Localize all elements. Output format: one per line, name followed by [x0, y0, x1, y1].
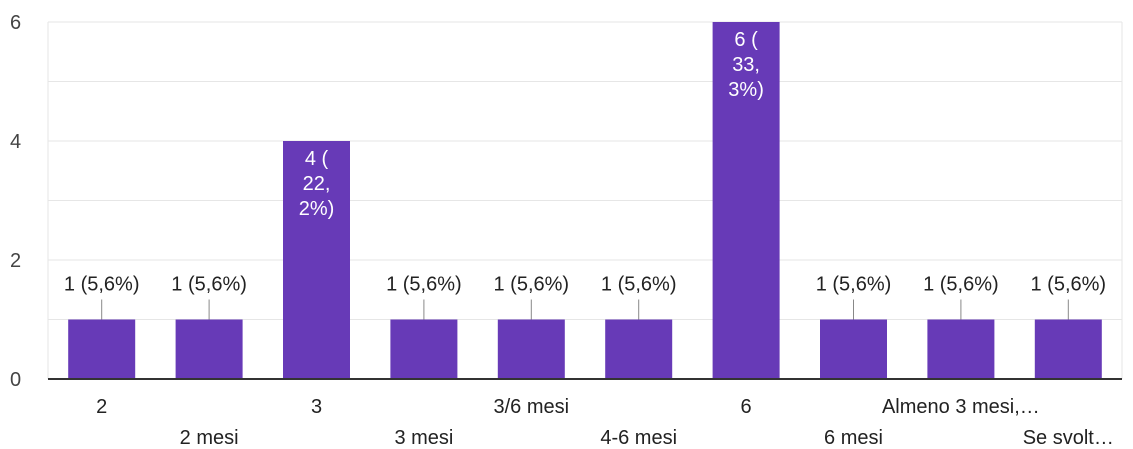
bar — [1034, 319, 1102, 379]
data-label: 22, — [303, 173, 331, 195]
x-tick-label: 4-6 mesi — [600, 427, 677, 449]
data-label: 33, — [732, 54, 760, 76]
y-tick-label: 4 — [10, 131, 21, 153]
y-tick-label: 6 — [10, 12, 21, 34]
bar — [712, 22, 780, 379]
x-tick-label: 2 mesi — [180, 427, 239, 449]
data-label: 3%) — [728, 79, 764, 101]
data-label: 1 (5,6%) — [171, 274, 247, 296]
data-label: 1 (5,6%) — [494, 274, 570, 296]
x-tick-label: 2 — [96, 396, 107, 418]
data-label: 1 (5,6%) — [816, 274, 892, 296]
bar — [605, 319, 673, 379]
data-label: 4 ( — [305, 148, 329, 170]
data-label: 1 (5,6%) — [64, 274, 140, 296]
bar — [820, 319, 887, 379]
x-tick-label: 3/6 mesi — [494, 396, 570, 418]
x-tick-label: 3 mesi — [394, 427, 453, 449]
x-tick-label: Almeno 3 mesi,… — [882, 396, 1040, 418]
bar — [927, 319, 995, 379]
bar — [68, 319, 136, 379]
data-label: 1 (5,6%) — [601, 274, 677, 296]
data-label: 1 (5,6%) — [1031, 274, 1107, 296]
data-label: 6 ( — [734, 29, 758, 51]
data-label: 1 (5,6%) — [923, 274, 999, 296]
bar — [497, 319, 565, 379]
x-tick-label: 3 — [311, 396, 322, 418]
y-tick-label: 2 — [10, 250, 21, 272]
x-tick-label: Se svolt… — [1023, 427, 1114, 449]
data-label: 1 (5,6%) — [386, 274, 462, 296]
bar — [390, 319, 458, 379]
x-tick-label: 6 — [741, 396, 752, 418]
data-label: 2%) — [299, 198, 335, 220]
x-tick-label: 6 mesi — [824, 427, 883, 449]
bar — [283, 141, 350, 379]
bar — [175, 319, 243, 379]
y-tick-label: 0 — [10, 369, 21, 391]
